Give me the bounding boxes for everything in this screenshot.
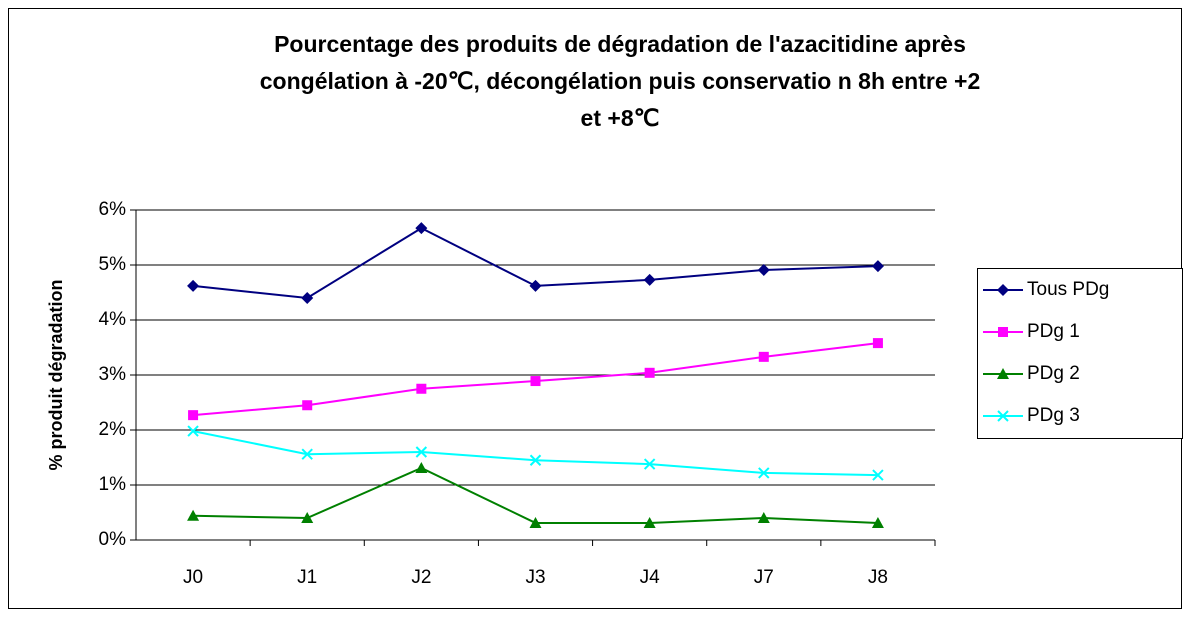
marker <box>301 448 313 460</box>
marker <box>644 367 655 378</box>
y-tick-label: 1% <box>99 474 127 495</box>
marker <box>643 516 656 528</box>
x-tick-label: J0 <box>183 567 203 588</box>
x-tick-label: J1 <box>297 567 317 588</box>
legend-marker <box>998 327 1008 337</box>
chart-title: et +8℃ <box>581 105 660 131</box>
marker <box>758 351 769 362</box>
marker <box>872 469 884 481</box>
y-tick-label: 6% <box>99 199 127 220</box>
x-tick-label: J3 <box>525 567 545 588</box>
legend-label: Tous PDg <box>1027 279 1109 300</box>
marker <box>871 260 884 273</box>
marker <box>529 279 542 292</box>
x-tick-label: J4 <box>640 567 661 588</box>
x-tick-label: J2 <box>411 567 431 588</box>
marker <box>415 446 428 458</box>
marker <box>187 509 200 521</box>
y-axis-title: % produit dégradation <box>46 280 66 471</box>
marker <box>188 410 199 421</box>
legend-marker <box>997 410 1009 422</box>
legend-box <box>977 268 1183 439</box>
legend-label: PDg 1 <box>1027 321 1080 342</box>
y-tick-label: 4% <box>99 309 127 330</box>
legend-marker <box>997 284 1009 296</box>
x-tick-label: J7 <box>754 567 774 588</box>
x-tick-label: J8 <box>868 567 888 588</box>
marker <box>643 273 656 286</box>
legend-marker <box>997 368 1009 379</box>
marker <box>643 458 656 470</box>
marker <box>530 376 541 387</box>
marker <box>187 279 200 292</box>
chart-title: congélation à -20℃, décongélation puis c… <box>260 68 980 94</box>
y-tick-label: 3% <box>99 364 127 385</box>
marker <box>187 425 199 437</box>
marker <box>302 400 313 411</box>
legend-label: PDg 3 <box>1027 405 1080 426</box>
y-tick-label: 0% <box>99 529 127 550</box>
marker <box>529 516 542 528</box>
marker <box>758 467 770 479</box>
legend-label: PDg 2 <box>1027 363 1080 384</box>
marker <box>416 383 427 394</box>
marker <box>301 512 314 523</box>
chart-title: Pourcentage des produits de dégradation … <box>274 31 966 57</box>
y-tick-label: 5% <box>99 254 127 275</box>
marker <box>415 461 428 473</box>
marker <box>529 454 542 466</box>
marker <box>757 263 770 276</box>
marker <box>301 292 314 304</box>
y-tick-label: 2% <box>99 419 127 440</box>
marker <box>871 516 884 528</box>
marker <box>757 512 770 523</box>
marker <box>872 338 883 349</box>
marker <box>415 222 428 235</box>
